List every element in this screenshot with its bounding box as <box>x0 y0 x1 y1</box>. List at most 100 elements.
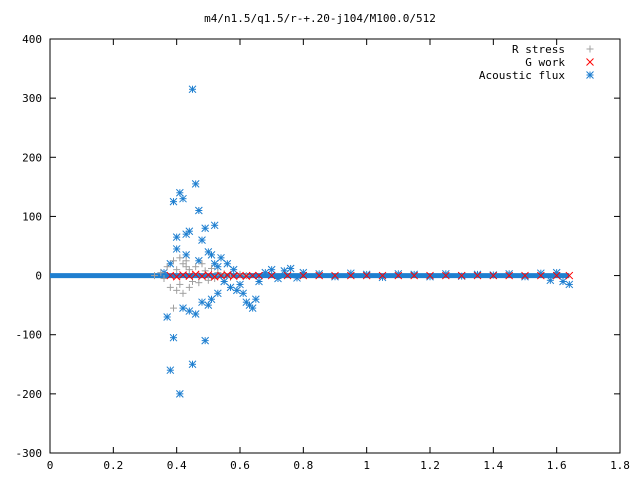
star-b <box>185 227 194 236</box>
cross-b <box>210 272 219 281</box>
r-stress-point <box>195 279 203 287</box>
cross-b <box>552 271 561 280</box>
cross-b <box>331 271 339 280</box>
r-stress-point <box>173 286 181 294</box>
star-b <box>346 269 355 278</box>
star-b <box>175 188 184 197</box>
acoustic-flux-point <box>331 272 339 281</box>
star-b <box>220 277 229 286</box>
star-b <box>201 336 210 345</box>
star-b <box>559 277 567 286</box>
g-work-point <box>521 271 529 280</box>
star-b <box>198 236 206 244</box>
acoustic-flux-point <box>546 276 555 285</box>
r-stress-point <box>170 257 177 265</box>
g-work-point <box>552 271 561 280</box>
x-tick-label: 0.6 <box>230 459 250 472</box>
r-stress-point <box>204 276 212 284</box>
acoustic-flux-point <box>226 283 235 292</box>
acoustic-flux-point <box>267 265 276 274</box>
legend-marker-r-stress <box>586 45 594 53</box>
cross-b <box>191 270 200 279</box>
star-b <box>586 71 594 79</box>
y-tick-label: -300 <box>16 447 43 460</box>
x-tick-label: 0 <box>47 459 54 472</box>
star-b <box>163 313 172 321</box>
r-stress-point <box>192 263 200 271</box>
star-b <box>213 262 222 271</box>
cross-b <box>267 271 276 280</box>
g-work-point <box>179 271 187 279</box>
acoustic-flux-point <box>213 262 222 271</box>
acoustic-flux-point <box>182 251 191 259</box>
acoustic-flux-point <box>163 313 172 321</box>
acoustic-flux-point <box>559 277 567 286</box>
acoustic-flux-point <box>274 274 282 283</box>
acoustic-flux-point <box>194 256 203 265</box>
acoustic-flux-point <box>207 251 216 259</box>
g-work-point <box>378 271 387 280</box>
acoustic-flux-point <box>426 272 434 281</box>
legend-label-acoustic-flux: Acoustic flux <box>479 69 565 82</box>
acoustic-flux-point <box>201 336 210 345</box>
g-work-point <box>267 271 276 280</box>
acoustic-flux-point <box>198 298 206 307</box>
g-work-point <box>236 271 244 280</box>
g-work-point <box>299 271 308 280</box>
acoustic-flux-point <box>188 85 197 94</box>
cross-b <box>457 271 466 280</box>
acoustic-flux-point <box>198 236 206 244</box>
acoustic-flux-point <box>280 266 289 275</box>
acoustic-flux-point <box>175 390 184 398</box>
g-work-point <box>204 271 213 279</box>
acoustic-flux-point <box>207 295 216 304</box>
g-work-point <box>172 272 181 281</box>
star-b <box>223 259 232 268</box>
r-stress-point <box>176 254 184 262</box>
g-work-point <box>242 272 251 281</box>
cross-b <box>248 271 257 280</box>
star-b <box>166 259 175 268</box>
acoustic-flux-point <box>213 289 222 298</box>
g-work-point <box>315 271 324 280</box>
acoustic-flux-point <box>229 265 238 274</box>
star-b <box>521 272 529 281</box>
acoustic-flux-point <box>261 268 270 277</box>
star-b <box>261 268 270 277</box>
star-b <box>207 295 216 304</box>
x-tick-label: 1.8 <box>610 459 630 472</box>
y-tick-label: 300 <box>22 92 42 105</box>
legend-marker-g-work <box>586 58 594 66</box>
cross-b <box>565 271 574 280</box>
r-stress-point <box>182 263 190 271</box>
acoustic-flux-point <box>191 180 200 188</box>
cross-b <box>505 271 514 280</box>
star-b <box>565 280 574 289</box>
cross-b <box>236 271 244 280</box>
star-b <box>213 289 222 298</box>
y-tick-label: -200 <box>16 388 43 401</box>
g-work-point <box>457 271 466 280</box>
star-b <box>426 272 434 281</box>
star-b <box>267 265 276 274</box>
g-work-point <box>536 271 545 280</box>
acoustic-flux-point <box>565 280 574 289</box>
star-b <box>236 280 244 289</box>
r-stress-point <box>176 280 184 288</box>
g-work-point <box>426 271 434 280</box>
star-b <box>229 265 238 274</box>
star-b <box>175 390 184 398</box>
star-b <box>172 245 181 253</box>
cross-b <box>489 271 498 280</box>
x-tick-label: 1.2 <box>420 459 440 472</box>
r-stress-point <box>182 257 190 265</box>
cross-b <box>217 271 225 280</box>
r-stress-point <box>179 289 187 297</box>
star-b <box>552 268 561 277</box>
g-work-point <box>565 271 574 280</box>
legend-marker-acoustic-flux <box>586 71 594 79</box>
y-tick-label: 200 <box>22 151 42 164</box>
legend-marker-g-work <box>586 58 594 66</box>
g-work-point <box>198 272 206 281</box>
acoustic-flux-point <box>172 233 181 241</box>
